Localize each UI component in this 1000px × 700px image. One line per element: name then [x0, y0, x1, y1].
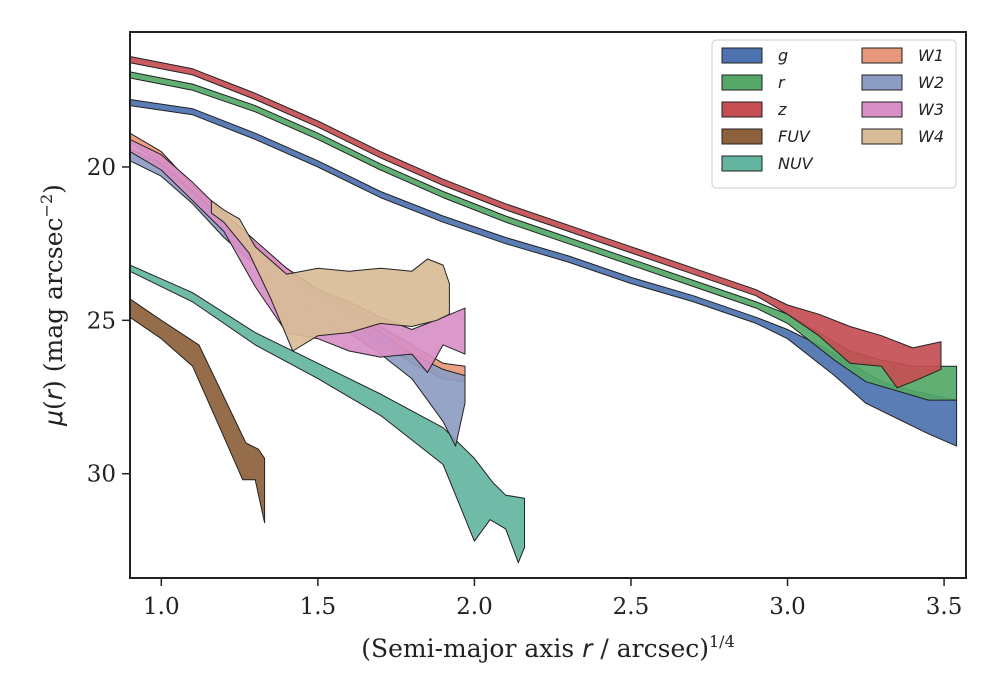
y-axis-title: μ(r) (mag arcsec−2): [37, 184, 68, 427]
band-g: [129, 99, 958, 447]
legend: grz FUV NUV W1 W2 W3 W4: [711, 39, 957, 189]
x-tick-label: 1.5: [300, 594, 337, 620]
legend-swatch-nuv: [721, 155, 763, 172]
x-tick-label: 3.0: [769, 594, 806, 620]
y-axis-ticks: 20 25 30: [87, 155, 130, 488]
y-axis-title-unit: ) (mag arcsec: [39, 217, 68, 390]
legend-label-z: z: [777, 100, 787, 119]
x-tick-label: 1.0: [143, 594, 180, 620]
legend-swatch-w3: [861, 101, 903, 118]
band-w4: [210, 200, 450, 352]
legend-label-fuv: FUV: [778, 127, 811, 146]
x-axis-title-exponent: 1/4: [709, 632, 735, 651]
x-axis-ticks: 1.0 1.5 2.0 2.5 3.0 3.5: [143, 578, 962, 620]
y-tick-label: 20: [87, 155, 116, 181]
legend-label-r: r: [778, 73, 786, 92]
y-tick-label: 30: [87, 462, 116, 488]
y-axis-title-end: ): [39, 184, 68, 194]
legend-label-w1: W1: [918, 46, 944, 65]
legend-swatch-r: [721, 74, 763, 91]
x-axis-title-r: r: [582, 634, 594, 663]
profile-bands: [129, 56, 958, 564]
band-nuv: [129, 264, 525, 564]
legend-label-w3: W3: [918, 100, 944, 119]
legend-swatch-g: [721, 47, 763, 64]
y-axis-title-mu: μ: [39, 410, 68, 427]
band-z: [129, 56, 942, 389]
legend-swatch-w2: [861, 74, 903, 91]
x-axis-title: (Semi-major axis r / arcsec)1/4: [361, 632, 735, 663]
legend-label-g: g: [778, 46, 788, 65]
legend-label-w2: W2: [918, 73, 944, 92]
legend-label-w4: W4: [918, 127, 944, 146]
y-axis-title-r: r: [39, 388, 68, 400]
x-axis-title-main: (Semi-major axis: [361, 634, 582, 663]
y-tick-label: 25: [87, 308, 116, 334]
x-tick-label: 3.5: [926, 594, 963, 620]
legend-entries: grz FUV NUV W1 W2 W3 W4: [721, 46, 944, 173]
legend-swatch-fuv: [721, 128, 763, 145]
x-tick-label: 2.0: [456, 594, 493, 620]
legend-swatch-w1: [861, 47, 903, 64]
y-axis-title-exponent: −2: [37, 194, 56, 218]
legend-swatch-z: [721, 101, 763, 118]
band-r: [129, 71, 958, 401]
legend-swatch-w4: [861, 128, 903, 145]
x-axis-title-unit: / arcsec): [592, 634, 709, 663]
plot-frame: [129, 31, 967, 579]
band-fuv: [129, 298, 266, 524]
legend-label-nuv: NUV: [778, 154, 814, 173]
y-axis-title-open: (: [39, 400, 68, 410]
x-tick-label: 2.5: [613, 594, 650, 620]
